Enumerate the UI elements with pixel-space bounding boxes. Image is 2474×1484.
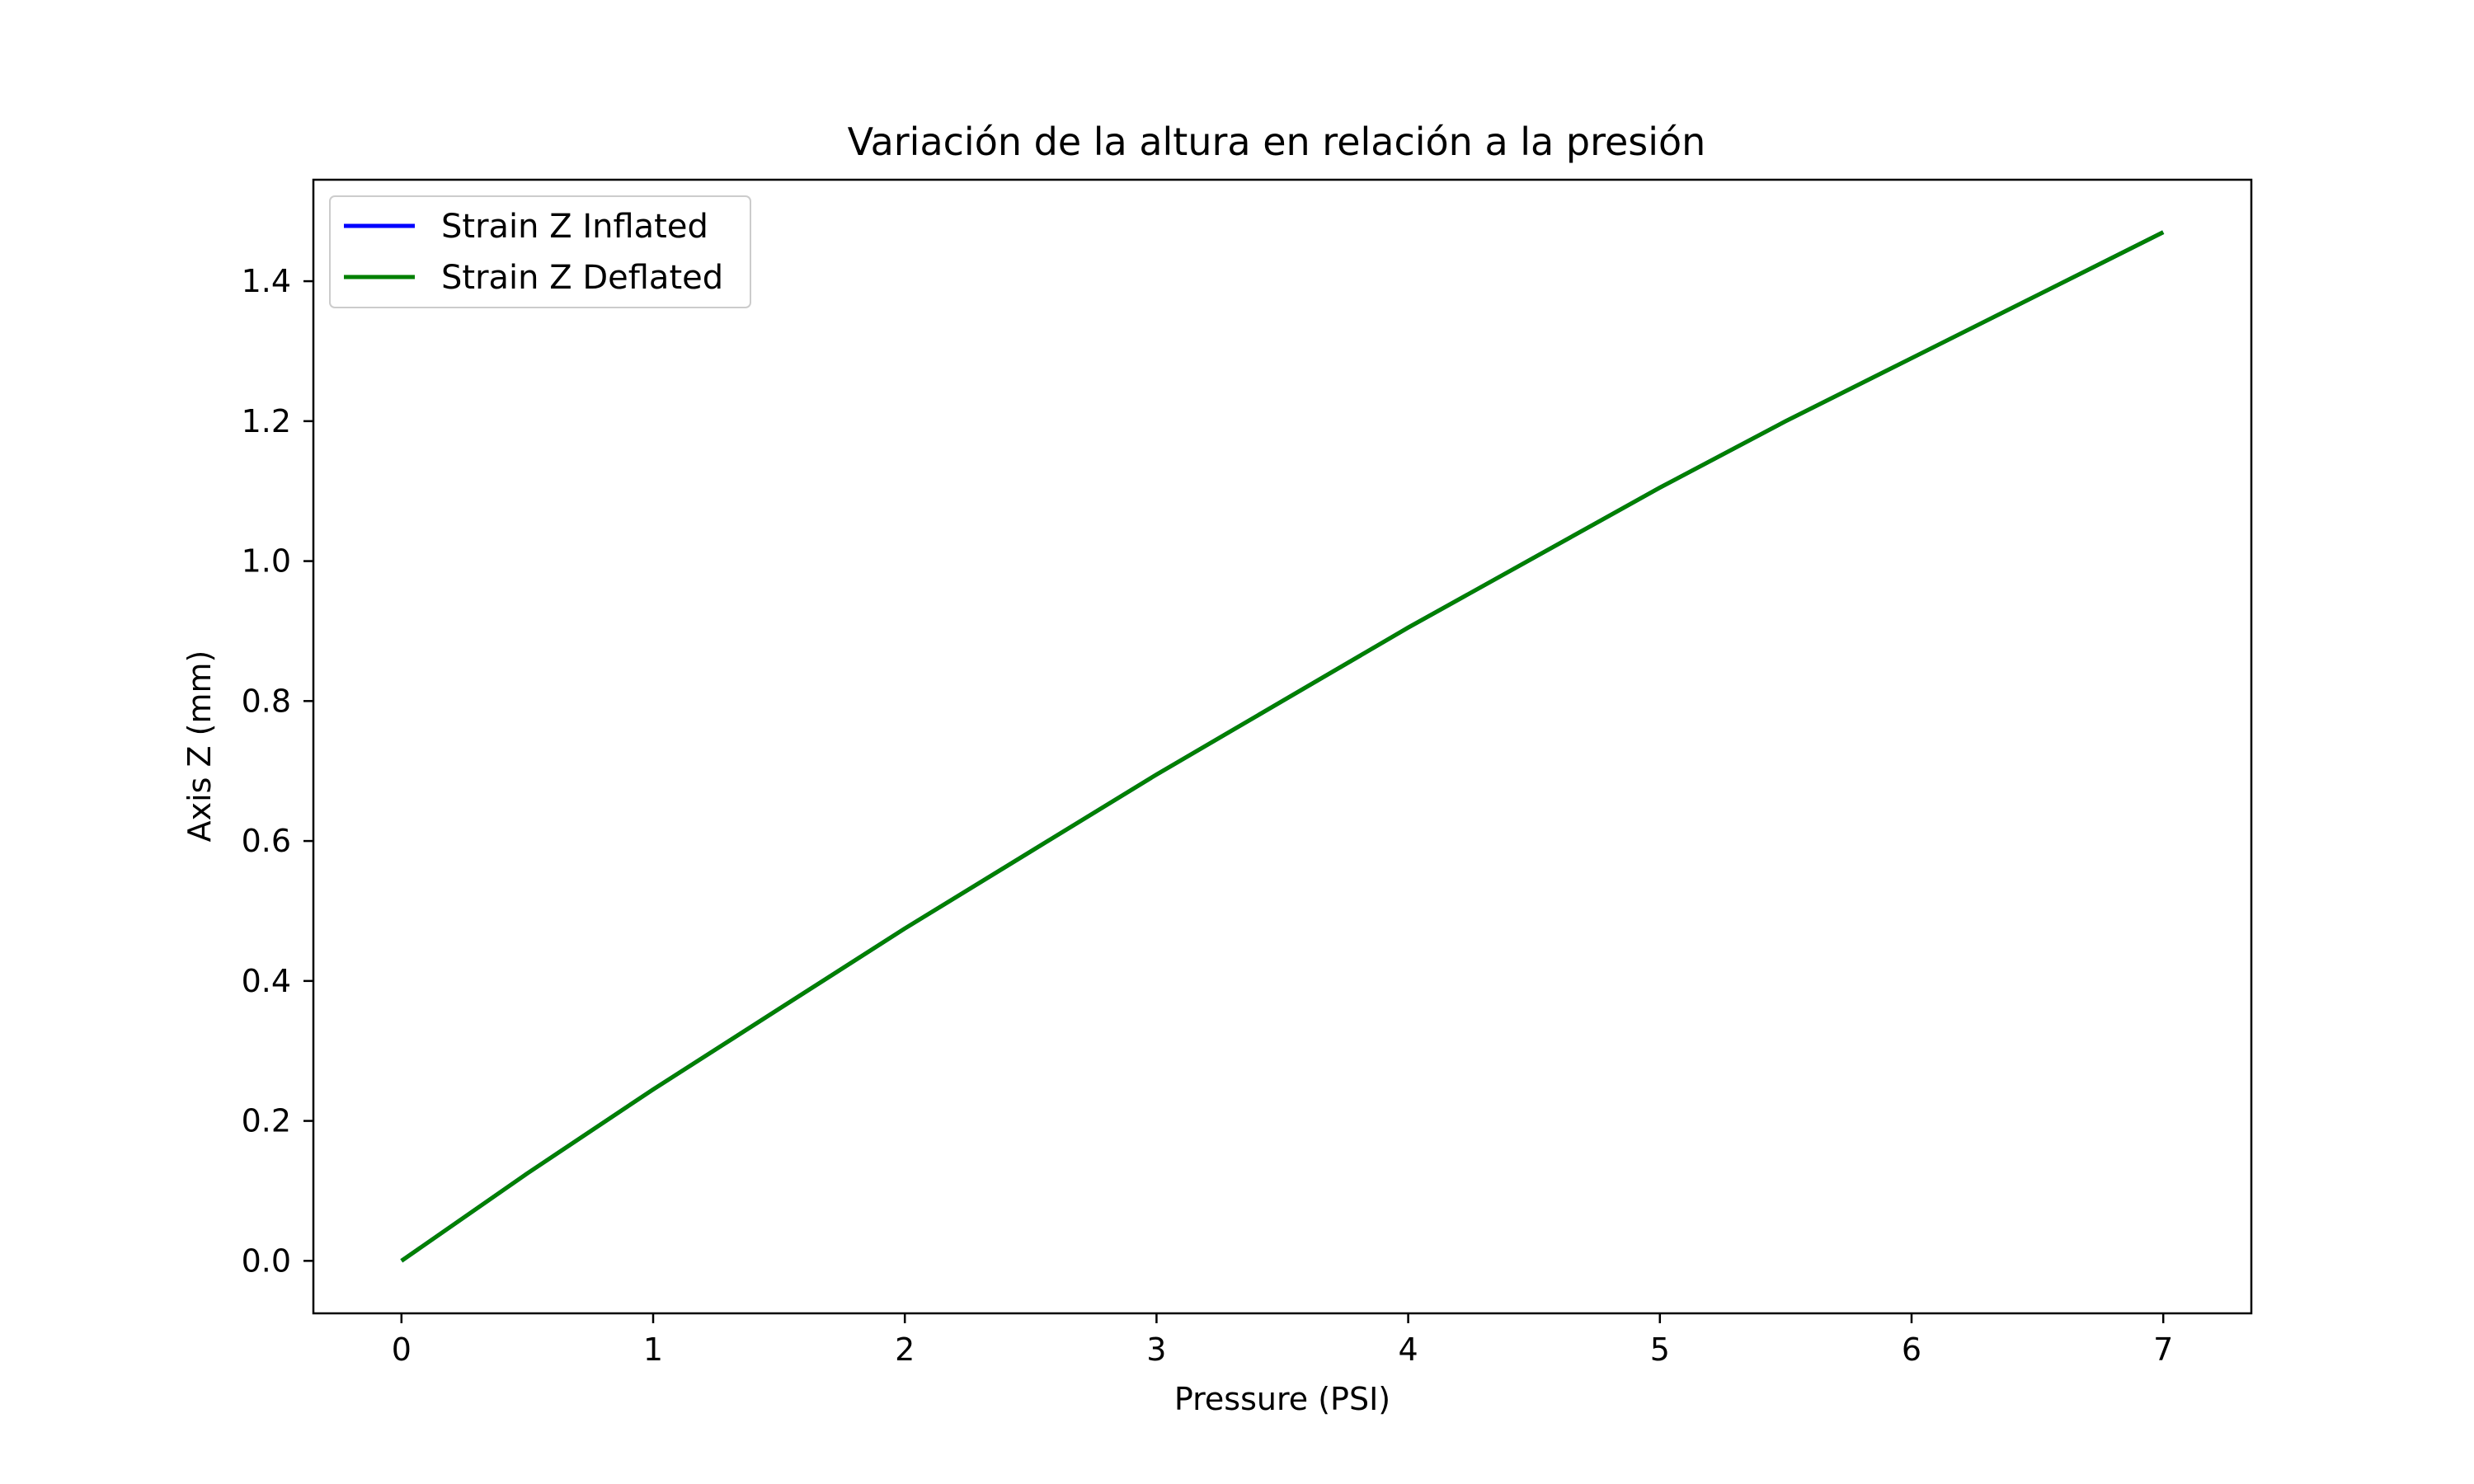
y-tick-label: 1.2 bbox=[242, 403, 291, 439]
y-tick-label: 0.6 bbox=[242, 823, 291, 859]
x-tick-label: 1 bbox=[643, 1331, 663, 1368]
x-tick-label: 5 bbox=[1650, 1331, 1670, 1368]
x-axis-label: Pressure (PSI) bbox=[1174, 1381, 1390, 1417]
y-tick-label: 1.0 bbox=[242, 543, 291, 580]
legend: Strain Z Inflated Strain Z Deflated bbox=[329, 195, 751, 308]
x-tick-label: 3 bbox=[1146, 1331, 1166, 1368]
x-tick-label: 0 bbox=[392, 1331, 412, 1368]
x-tick-label: 2 bbox=[895, 1331, 915, 1368]
axes-frame bbox=[312, 178, 2253, 1315]
series-line-2 bbox=[400, 230, 2165, 1263]
y-tick-label: 0.8 bbox=[242, 683, 291, 719]
x-tick-label: 7 bbox=[2153, 1331, 2173, 1368]
plot-area bbox=[400, 230, 2165, 1263]
y-tick-label: 1.4 bbox=[242, 263, 291, 299]
x-tick-label: 6 bbox=[1902, 1331, 1921, 1368]
chart-title: Variación de la altura en relación a la … bbox=[848, 120, 1706, 164]
x-axis: 0 1 2 3 4 5 6 7 bbox=[392, 1313, 2173, 1368]
y-tick-label: 0.0 bbox=[242, 1242, 291, 1279]
y-axis-label: Axis Z (mm) bbox=[181, 650, 218, 843]
legend-label-2: Strain Z Deflated bbox=[441, 259, 723, 297]
y-tick-label: 0.2 bbox=[242, 1103, 291, 1139]
x-tick-label: 4 bbox=[1399, 1331, 1418, 1368]
legend-label-1: Strain Z Inflated bbox=[441, 208, 708, 246]
y-axis: 0.0 0.2 0.4 0.6 0.8 1.0 1.2 1.4 bbox=[242, 263, 313, 1279]
legend-box bbox=[329, 195, 751, 308]
y-tick-label: 0.4 bbox=[242, 963, 291, 999]
